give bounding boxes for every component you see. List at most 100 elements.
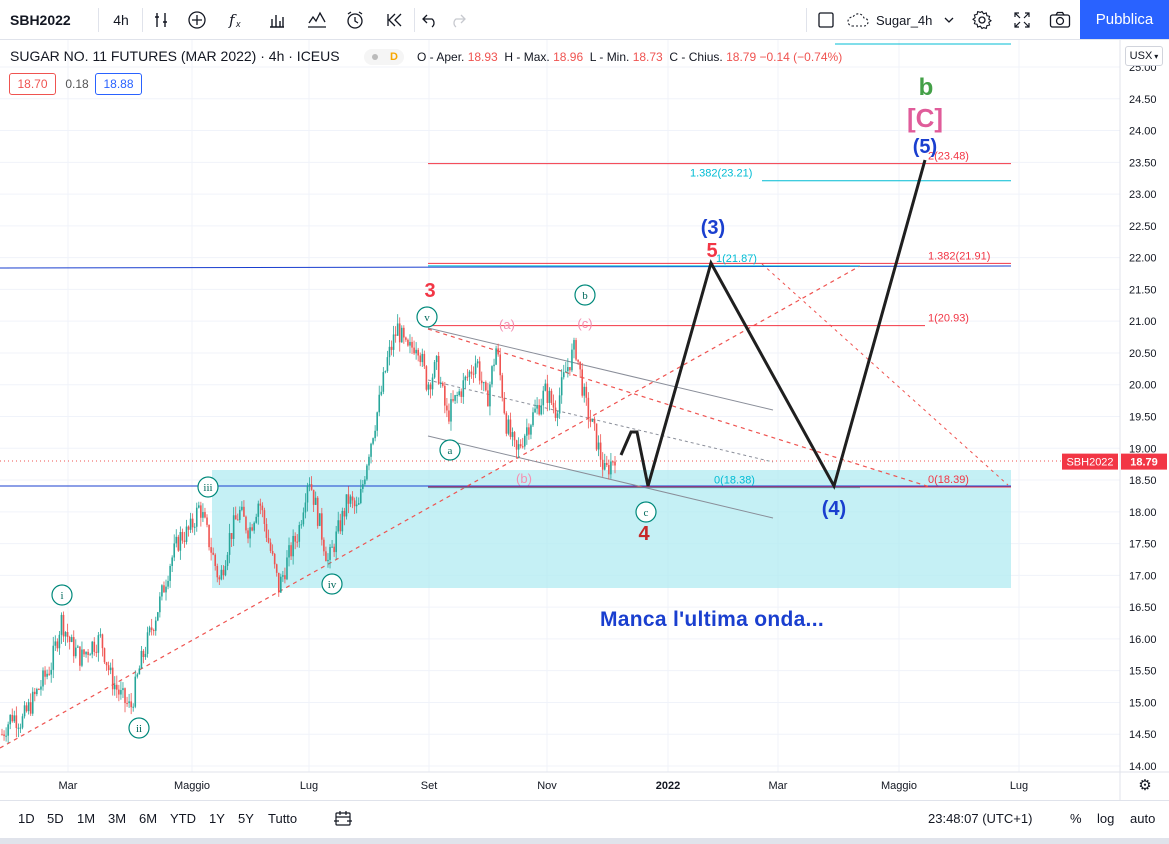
price-tick: 16.00 xyxy=(1129,634,1157,646)
range-3m[interactable]: 3M xyxy=(108,811,127,826)
candle-body xyxy=(460,391,463,397)
candle-body xyxy=(280,576,282,593)
square-icon[interactable] xyxy=(812,4,840,36)
candle-body xyxy=(27,702,30,712)
candle-body xyxy=(118,689,120,695)
candle-body xyxy=(583,386,586,396)
fullscreen-icon[interactable] xyxy=(1008,4,1036,36)
bid-price[interactable]: 18.70 xyxy=(9,73,56,95)
range-1y[interactable]: 1Y xyxy=(209,811,225,826)
high-label: H - Max. xyxy=(504,50,550,64)
range-1d[interactable]: 1D xyxy=(18,811,35,826)
time-axis[interactable]: Mar Maggio Lug Set Nov 2022 Mar Maggio Lug ⚙ xyxy=(0,771,1169,794)
date-range-icon[interactable] xyxy=(333,810,353,831)
symbol-search-button[interactable]: SBH2022 xyxy=(10,12,71,28)
chart-title: SUGAR NO. 11 FUTURES (MAR 2022) · 4h · I… xyxy=(10,48,340,64)
percent-toggle[interactable]: % xyxy=(1070,811,1082,826)
range-6m[interactable]: 6M xyxy=(139,811,158,826)
candle-body xyxy=(482,382,485,384)
publish-button[interactable]: Pubblica xyxy=(1080,0,1169,39)
range-5d[interactable]: 5D xyxy=(47,811,64,826)
wave-circle xyxy=(439,439,461,461)
time-tick: Set xyxy=(421,780,438,792)
candle-body xyxy=(503,397,506,414)
candle-body xyxy=(5,735,7,737)
candle-body xyxy=(458,391,460,396)
layout-selector[interactable]: Sugar_4h xyxy=(846,6,964,34)
candle-body xyxy=(474,363,477,375)
ask-price[interactable]: 18.88 xyxy=(95,73,142,95)
price-tick: 23.50 xyxy=(1129,157,1157,169)
replay-icon[interactable] xyxy=(380,4,410,36)
candle-body xyxy=(89,654,91,656)
candle-body xyxy=(544,383,547,391)
market-status-badge[interactable]: D xyxy=(364,49,404,65)
price-tick: 18.00 xyxy=(1129,507,1157,519)
wave-projection xyxy=(619,159,927,490)
candle-body xyxy=(183,540,186,542)
channel-mid xyxy=(427,379,774,463)
alert-icon[interactable] xyxy=(340,4,370,36)
fib-label: 0(18.38) xyxy=(714,475,755,487)
range-all[interactable]: Tutto xyxy=(268,811,298,826)
candle-body xyxy=(409,341,411,346)
undo-icon[interactable] xyxy=(416,4,444,36)
indicators-icon[interactable] xyxy=(302,4,332,36)
candle-body xyxy=(181,532,184,541)
candle-body xyxy=(306,485,309,503)
candle-body xyxy=(255,516,258,523)
candle-body xyxy=(493,364,495,367)
candle-body xyxy=(296,541,299,543)
candle-body xyxy=(487,390,489,407)
gear-icon[interactable] xyxy=(968,4,996,36)
candle-body xyxy=(249,527,251,539)
wave-circle-label: v xyxy=(424,312,430,324)
candle-body xyxy=(195,507,198,527)
candle-body xyxy=(230,533,233,539)
bottom-toolbar: 1D 5D 1M 3M 6M YTD 1Y 5Y Tutto 23:48:07 … xyxy=(0,800,1169,838)
candle-body xyxy=(327,559,329,562)
wave-circle-label: iv xyxy=(328,579,337,591)
candle-body xyxy=(495,348,497,365)
wave-circle-label: b xyxy=(582,290,588,302)
range-5y[interactable]: 5Y xyxy=(238,811,254,826)
candle-body xyxy=(154,620,157,631)
wave-circle xyxy=(416,306,438,328)
candle-body xyxy=(368,456,370,466)
candle-body xyxy=(376,412,378,431)
time-tick: Lug xyxy=(300,780,318,792)
candle-body xyxy=(552,402,555,408)
chevron-down-icon xyxy=(944,16,954,24)
candle-body xyxy=(34,691,36,695)
compare-icon[interactable] xyxy=(146,4,176,36)
price-axis[interactable]: 14.00 14.50 15.00 15.50 16.00 16.50 17.00 17.50… xyxy=(1062,40,1167,800)
price-chart[interactable]: 2(23.48) 1.382(23.21) 1.382(21.91) 1(21.87)… xyxy=(0,40,1169,800)
candle-body xyxy=(536,404,538,409)
bar-style-icon[interactable] xyxy=(262,4,292,36)
candle-body xyxy=(366,465,368,480)
wave-label: [C] xyxy=(907,103,943,133)
close-value: 18.79 xyxy=(726,50,757,64)
fib-label: 1.382(23.21) xyxy=(690,168,752,180)
range-1m[interactable]: 1M xyxy=(77,811,96,826)
redo-icon[interactable] xyxy=(444,4,472,36)
candle-body xyxy=(485,382,487,391)
candle-body xyxy=(302,512,305,525)
candle-body xyxy=(339,520,342,532)
candle-body xyxy=(218,577,221,580)
candle-body xyxy=(444,385,446,406)
candle-body xyxy=(116,684,118,690)
wave-label: (4) xyxy=(822,498,846,520)
add-symbol-icon[interactable] xyxy=(182,4,212,36)
camera-icon[interactable] xyxy=(1046,4,1074,36)
currency-selector[interactable]: USX ▾ xyxy=(1125,46,1163,66)
candle-body xyxy=(517,444,520,450)
clock-timezone[interactable]: 23:48:07 (UTC+1) xyxy=(928,811,1033,826)
range-ytd[interactable]: YTD xyxy=(170,811,196,826)
candle-body xyxy=(56,641,59,649)
candle-body xyxy=(62,614,65,637)
auto-toggle[interactable]: auto xyxy=(1130,811,1156,826)
log-toggle[interactable]: log xyxy=(1097,811,1115,826)
interval-button[interactable]: 4h xyxy=(113,12,129,28)
